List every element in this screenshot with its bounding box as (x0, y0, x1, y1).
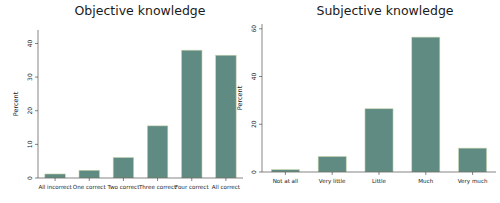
bar (147, 126, 168, 178)
x-tick (123, 178, 124, 181)
x-tick (157, 178, 158, 181)
chart-title: Subjective knowledge (316, 3, 453, 18)
bar (182, 50, 203, 178)
bars (271, 37, 486, 172)
bar (318, 156, 346, 172)
bar (79, 170, 100, 178)
x-tick-label: Two correct (106, 184, 140, 190)
x-tick (285, 172, 286, 175)
x-tick-label: All incorrect (38, 184, 72, 190)
y-tick (35, 144, 38, 145)
x-tick (332, 172, 333, 175)
bar (459, 148, 487, 172)
y-tick-label: 0 (26, 176, 33, 180)
y-axis-line (38, 30, 39, 178)
y-tick (259, 76, 262, 77)
x-axis-line (38, 178, 243, 179)
y-tick (35, 77, 38, 78)
x-tick-label: All correct (212, 184, 241, 190)
x-tick-label: Very much (458, 178, 488, 185)
y-tick-label: 30 (26, 73, 33, 81)
chart-panel: Objective knowledge Percent 0 10 20 30 40 All i… (12, 3, 243, 190)
x-tick-label: Much (418, 178, 433, 184)
y-tick-label: 60 (250, 25, 257, 33)
y-tick-label: 10 (26, 140, 33, 148)
x-tick-label: Four correct (175, 184, 209, 190)
y-tick-label: 0 (250, 170, 257, 174)
bars (45, 50, 236, 178)
y-tick (35, 110, 38, 111)
x-tick (191, 178, 192, 181)
y-tick-label: 20 (250, 120, 257, 128)
x-tick-label: Little (372, 178, 387, 184)
x-tick-label: Very little (319, 178, 346, 185)
y-axis-line (262, 24, 263, 172)
x-tick (425, 172, 426, 175)
y-tick-label: 20 (26, 107, 33, 115)
x-tick (89, 178, 90, 181)
y-tick (35, 178, 38, 179)
y-tick (259, 124, 262, 125)
x-tick-label: Not at all (273, 178, 299, 184)
bar (365, 109, 393, 172)
bar (412, 37, 440, 172)
bar (216, 55, 237, 178)
x-tick (55, 178, 56, 181)
y-tick (35, 43, 38, 44)
x-tick (379, 172, 380, 175)
bar (113, 157, 133, 178)
y-tick-label: 40 (250, 73, 257, 81)
y-tick (259, 28, 262, 29)
y-tick-label: 40 (26, 39, 33, 47)
y-axis-label: Percent (12, 91, 20, 116)
y-tick (259, 172, 262, 173)
x-tick (472, 172, 473, 175)
chart-title: Objective knowledge (75, 3, 206, 18)
y-axis-label: Percent (236, 85, 244, 110)
chart-panel: Subjective knowledge Percent 0 20 40 60 Not at… (236, 3, 496, 185)
bar (45, 174, 65, 178)
x-tick-label: Three correct (138, 184, 177, 190)
x-tick (225, 178, 226, 181)
bar (271, 170, 299, 172)
figure: Objective knowledge Percent 0 10 20 30 40 All i… (0, 0, 500, 203)
x-tick-label: One correct (73, 184, 107, 190)
